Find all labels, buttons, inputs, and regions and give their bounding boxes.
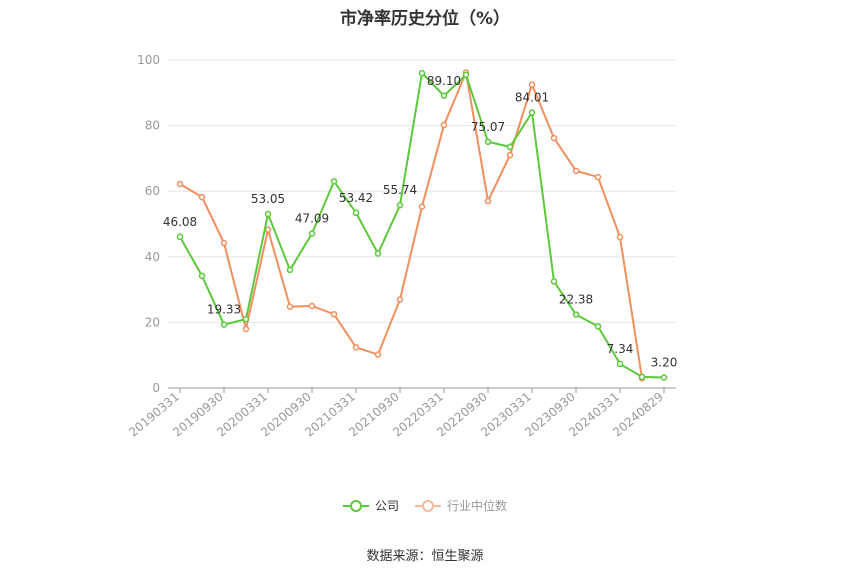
data-point-company: [638, 373, 646, 381]
y-tick-label: 80: [145, 119, 160, 133]
data-point-company: [528, 109, 536, 116]
data-point-industry-median: [440, 121, 448, 129]
axes: 0204060801002019033120190930202003312020…: [126, 53, 676, 440]
legend-swatch-company: [342, 499, 369, 513]
data-point-industry-median: [330, 310, 338, 318]
data-point-industry-median: [374, 351, 382, 358]
data-point-company: [396, 201, 404, 209]
data-point-company: [220, 321, 228, 328]
data-point-industry-median: [418, 203, 426, 210]
data-point-company: [264, 210, 272, 218]
data-point-industry-median: [506, 151, 514, 159]
data-label: 53.05: [251, 192, 285, 206]
y-tick-label: 0: [152, 381, 160, 395]
legend-swatch-industry-median: [415, 499, 441, 513]
data-point-company: [462, 71, 470, 79]
series-line-company: [179, 72, 665, 379]
data-label: 7.34: [607, 342, 634, 356]
data-point-company: [484, 138, 492, 146]
chart-title: 市净率历史分位（%）: [339, 9, 511, 29]
data-point-industry-median: [616, 233, 624, 241]
series: [176, 69, 668, 382]
legend-label-company: 公司: [374, 499, 399, 513]
legend: 公司 行业中位数: [0, 497, 850, 514]
data-label: 3.20: [651, 356, 678, 370]
series-line-industry-median: [179, 71, 643, 379]
data-label: 47.09: [295, 212, 329, 226]
data-point-company: [418, 69, 426, 77]
data-point-company: [440, 92, 448, 100]
data-point-company: [308, 230, 316, 237]
y-tick-label: 20: [145, 315, 160, 329]
data-point-industry-median: [572, 167, 580, 175]
data-point-company: [616, 360, 624, 368]
gridlines: [168, 59, 676, 323]
data-point-industry-median: [242, 325, 250, 333]
data-point-company: [286, 266, 294, 274]
data-label: 84.01: [515, 90, 549, 104]
data-point-industry-median: [286, 303, 294, 310]
data-label: 19.33: [207, 303, 241, 317]
data-point-industry-median: [352, 344, 360, 351]
data-label: 53.42: [339, 191, 373, 205]
data-point-company: [352, 209, 360, 217]
legend-item-industry-median[interactable]: 行业中位数: [415, 497, 507, 514]
y-tick-label: 100: [137, 53, 160, 67]
data-point-industry-median: [176, 180, 184, 188]
data-point-company: [198, 272, 206, 280]
data-point-industry-median: [550, 134, 558, 142]
data-point-industry-median: [528, 81, 536, 88]
data-point-industry-median: [594, 173, 602, 181]
data-point-company: [330, 178, 338, 185]
data-point-company: [242, 315, 250, 323]
data-point-industry-median: [308, 302, 316, 310]
data-point-industry-median: [198, 193, 206, 201]
data-labels: 46.08 19.33 53.05 47.09 53.42 55.74 89.10 75.07…: [163, 74, 678, 370]
data-point-company: [506, 143, 514, 151]
data-point-industry-median: [396, 296, 404, 303]
data-point-company: [374, 250, 382, 257]
data-point-company: [594, 323, 602, 330]
data-point-company: [572, 311, 580, 318]
legend-item-company[interactable]: 公司: [342, 497, 399, 514]
data-label: 22.38: [559, 293, 593, 307]
data-label: 46.08: [163, 215, 197, 229]
data-label: 89.10: [427, 74, 461, 88]
data-point-company: [660, 374, 668, 381]
data-source: 数据来源：恒生聚源: [366, 549, 484, 564]
data-point-industry-median: [220, 239, 228, 247]
data-point-company: [550, 278, 558, 285]
legend-label-industry-median: 行业中位数: [447, 499, 508, 513]
y-tick-label: 60: [145, 184, 160, 198]
data-point-industry-median: [264, 226, 272, 233]
data-point-company: [176, 233, 184, 241]
data-label: 55.74: [383, 183, 417, 197]
data-label: 75.07: [471, 120, 505, 134]
data-point-industry-median: [484, 197, 492, 205]
y-tick-label: 40: [145, 250, 160, 264]
